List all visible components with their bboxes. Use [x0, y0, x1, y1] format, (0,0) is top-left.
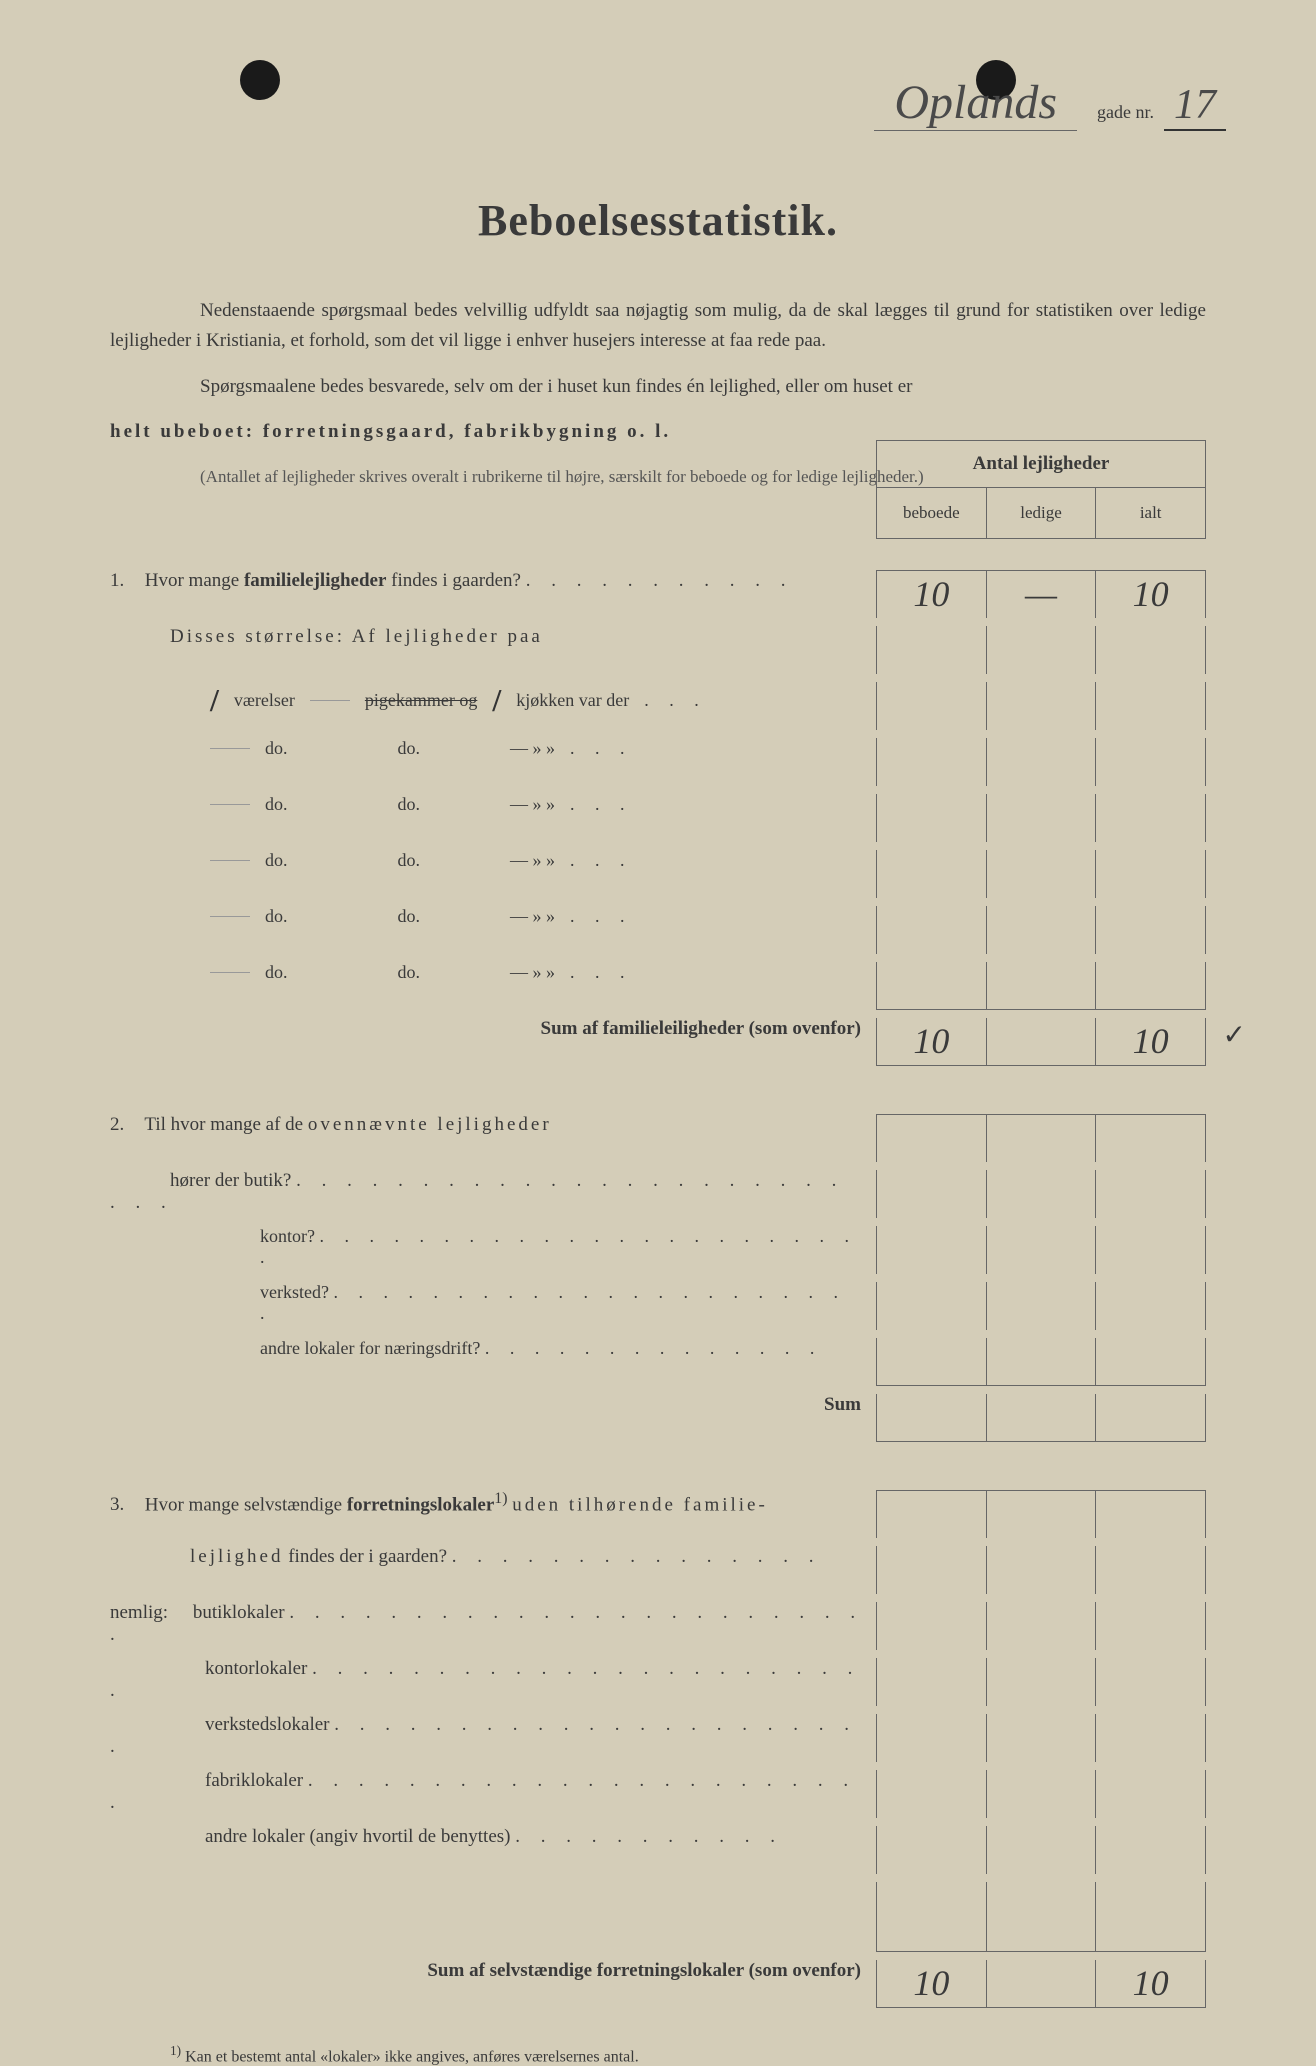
main-form: Antal lejligheder beboede ledige ialt 1.…	[110, 530, 1206, 2066]
q1-room-row-1: / værelser pigekammer og / kjøkken var d…	[110, 682, 1206, 730]
q2-kontor-row: kontor? . . . . . . . . . . . . . . . . …	[110, 1226, 1206, 1274]
q1-sum-row: Sum af familieleiligheder (som ovenfor) …	[110, 1018, 1206, 1066]
q1-size-label-row: Disses størrelse: Af lejligheder paa	[110, 626, 1206, 674]
q2-verksted-row: verksted? . . . . . . . . . . . . . . . …	[110, 1282, 1206, 1330]
q1-sum-ledige	[987, 1018, 1097, 1065]
q3-sum-ialt: 10	[1096, 1960, 1205, 2007]
punch-hole-left	[240, 60, 280, 100]
q3-butik-row: nemlig: butiklokaler . . . . . . . . . .…	[110, 1602, 1206, 1650]
q1-ialt: 10	[1096, 571, 1205, 618]
street-name: Oplands	[874, 75, 1077, 131]
q2-butik-row: hører der butik? . . . . . . . . . . . .…	[110, 1170, 1206, 1218]
col-ialt: ialt	[1096, 488, 1205, 538]
q2-sum-row: Sum	[110, 1394, 1206, 1442]
table-header-columns: beboede ledige ialt	[877, 488, 1205, 538]
gade-label: gade nr.	[1097, 102, 1154, 123]
q1-ledige: —	[987, 571, 1097, 618]
q1-room-row-3: do. do. — » » . . .	[110, 794, 1206, 842]
q1-sum-ialt: 10	[1096, 1018, 1205, 1065]
header-address: Oplands gade nr. 17	[874, 75, 1226, 131]
street-number: 17	[1164, 81, 1226, 131]
q1-sum-beboede: 10	[877, 1018, 987, 1065]
q1-room-row-5: do. do. — » » . . .	[110, 906, 1206, 954]
q3-kontor-row: kontorlokaler . . . . . . . . . . . . . …	[110, 1658, 1206, 1706]
table-header: Antal lejligheder beboede ledige ialt	[876, 440, 1206, 539]
q1-room-row-6: do. do. — » » . . .	[110, 962, 1206, 1010]
question-1-text: 1. Hvor mange familielejligheder findes …	[110, 570, 876, 592]
question-3-row: 3. Hvor mange selvstændige forretningslo…	[110, 1490, 1206, 1538]
question-1-row: 1. Hvor mange familielejligheder findes …	[110, 570, 1206, 618]
col-beboede: beboede	[877, 488, 987, 538]
q3-spacer-row	[110, 1882, 1206, 1952]
q2-andre-row: andre lokaler for næringsdrift? . . . . …	[110, 1338, 1206, 1386]
q3-sum-values: 10 10	[876, 1960, 1206, 2008]
q1-values: 10 — 10	[876, 570, 1206, 618]
q3-sum-ledige	[987, 1960, 1097, 2007]
q3-sum-row: Sum af selvstændige forretningslokaler (…	[110, 1960, 1206, 2008]
footnote: 1) Kan et bestemt antal «lokaler» ikke a…	[170, 2043, 1206, 2066]
intro-paragraph-1: Nedenstaaende spørgsmaal bedes velvillig…	[110, 296, 1206, 357]
page-title: Beboelsesstatistik.	[60, 195, 1256, 246]
col-ledige: ledige	[987, 488, 1097, 538]
q1-beboede: 10	[877, 571, 987, 618]
q3-lejlighed-row: lejlighed findes der i gaarden? . . . . …	[110, 1546, 1206, 1594]
q1-room-row-2: do. do. — » » . . .	[110, 738, 1206, 786]
question-2-row: 2. Til hvor mange af de ovennævnte lejli…	[110, 1114, 1206, 1162]
q3-fabrik-row: fabriklokaler . . . . . . . . . . . . . …	[110, 1770, 1206, 1818]
q1-sum-values: 10 10	[876, 1018, 1206, 1066]
q3-sum-beboede: 10	[877, 1960, 987, 2007]
q3-andre-row: andre lokaler (angiv hvortil de benyttes…	[110, 1826, 1206, 1874]
checkmark-icon: ✓	[1223, 1018, 1246, 1052]
q1-room-row-4: do. do. — » » . . .	[110, 850, 1206, 898]
table-header-title: Antal lejligheder	[877, 441, 1205, 488]
q3-verksted-row: verkstedslokaler . . . . . . . . . . . .…	[110, 1714, 1206, 1762]
intro-paragraph-2: Spørgsmaalene bedes besvarede, selv om d…	[110, 372, 1206, 402]
